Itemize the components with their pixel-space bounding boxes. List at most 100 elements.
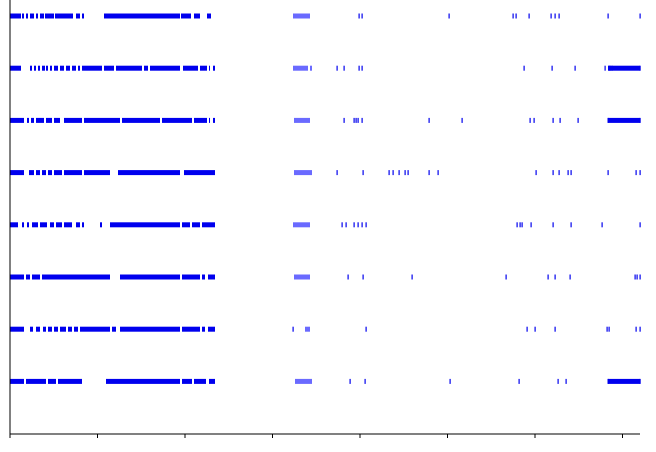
event-span xyxy=(36,170,40,176)
event-tick xyxy=(607,170,609,176)
event-tick xyxy=(521,222,523,228)
event-tick xyxy=(639,274,641,280)
event-span xyxy=(54,117,60,123)
event-tick xyxy=(357,117,359,123)
event-tick xyxy=(607,117,609,123)
event-span xyxy=(58,378,82,384)
event-span xyxy=(213,65,215,71)
event-tick xyxy=(404,170,406,176)
event-span xyxy=(208,326,215,332)
event-tick xyxy=(535,170,537,176)
event-span xyxy=(120,274,180,280)
event-tick xyxy=(349,378,351,384)
event-tick xyxy=(636,274,638,280)
event-tick xyxy=(448,13,450,19)
event-tick xyxy=(505,274,507,280)
event-tick xyxy=(552,117,554,123)
event-span xyxy=(162,117,192,123)
event-tick xyxy=(607,378,609,384)
event-span xyxy=(27,117,29,123)
event-tick xyxy=(607,13,609,19)
event-span xyxy=(84,117,120,123)
event-tick xyxy=(343,117,345,123)
event-span xyxy=(209,117,210,123)
event-tick xyxy=(343,65,345,71)
event-tick xyxy=(550,13,552,19)
event-tick xyxy=(345,222,347,228)
event-span xyxy=(608,65,640,71)
event-span xyxy=(104,13,180,19)
event-tick xyxy=(639,378,641,384)
event-span xyxy=(10,117,24,123)
event-span xyxy=(183,65,198,71)
event-tick xyxy=(639,117,641,123)
event-tick xyxy=(639,326,641,332)
event-tick xyxy=(528,13,530,19)
event-span xyxy=(202,326,205,332)
event-tick xyxy=(635,170,637,176)
raster-row-7 xyxy=(10,326,641,332)
event-tick xyxy=(558,170,560,176)
event-span xyxy=(10,65,21,71)
event-span xyxy=(104,65,114,71)
event-span xyxy=(36,117,44,123)
event-tick xyxy=(569,274,571,280)
event-tick xyxy=(512,13,514,19)
event-tick xyxy=(611,65,613,71)
event-tick xyxy=(355,117,357,123)
event-span xyxy=(608,378,640,384)
event-span xyxy=(182,274,200,280)
event-tick xyxy=(518,378,520,384)
raster-row-3 xyxy=(10,117,641,123)
event-tick xyxy=(551,65,553,71)
event-tick xyxy=(534,326,536,332)
event-span xyxy=(32,274,40,280)
event-span xyxy=(54,326,58,332)
event-span xyxy=(10,13,21,19)
event-span xyxy=(80,326,110,332)
event-tick xyxy=(519,222,521,228)
event-span xyxy=(64,222,72,228)
event-span xyxy=(194,117,207,123)
event-span xyxy=(30,13,34,19)
event-tick xyxy=(407,170,409,176)
event-tick xyxy=(358,65,360,71)
event-tick xyxy=(353,222,355,228)
event-tick xyxy=(635,326,637,332)
event-span xyxy=(36,13,38,19)
event-span xyxy=(50,222,54,228)
event-tick xyxy=(608,326,610,332)
event-span xyxy=(43,326,46,332)
event-span xyxy=(26,13,28,19)
event-span xyxy=(144,65,148,71)
event-span xyxy=(293,65,308,71)
event-tick xyxy=(358,13,360,19)
event-tick xyxy=(336,65,338,71)
event-tick xyxy=(554,274,556,280)
event-span xyxy=(48,378,56,384)
event-tick xyxy=(570,222,572,228)
event-tick xyxy=(361,65,363,71)
event-span xyxy=(55,13,73,19)
event-span xyxy=(66,65,70,71)
event-tick xyxy=(639,222,641,228)
event-span xyxy=(22,222,24,228)
raster-row-6 xyxy=(10,274,641,280)
event-span xyxy=(72,65,76,71)
event-tick xyxy=(554,13,556,19)
event-span xyxy=(310,65,312,71)
event-tick xyxy=(639,13,641,19)
event-span xyxy=(74,326,78,332)
event-span xyxy=(76,222,80,228)
event-span xyxy=(64,117,82,123)
raster-row-4 xyxy=(10,170,641,176)
event-tick xyxy=(353,117,355,123)
event-span xyxy=(40,222,47,228)
event-tick xyxy=(639,170,641,176)
event-span xyxy=(78,65,80,71)
event-span xyxy=(208,274,215,280)
event-span xyxy=(50,65,52,71)
event-span xyxy=(202,274,205,280)
event-span xyxy=(76,13,80,19)
